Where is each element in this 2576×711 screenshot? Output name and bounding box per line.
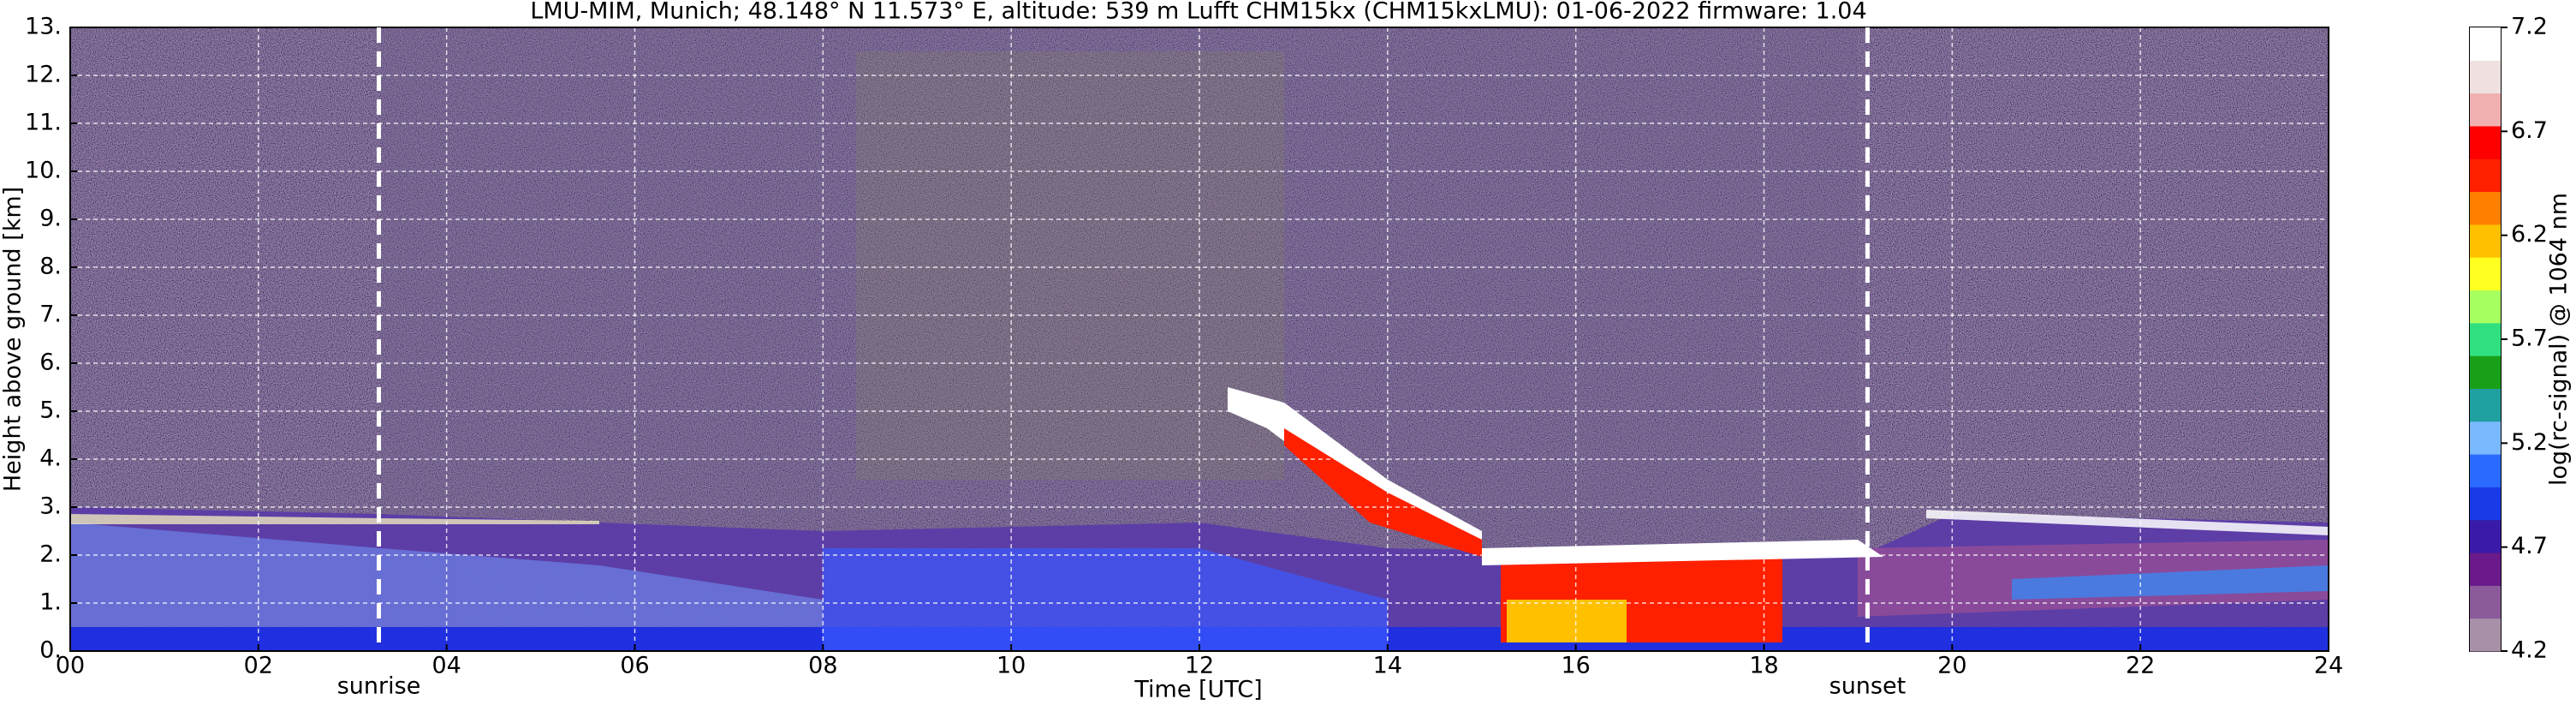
aerosol-haze [856, 51, 1284, 480]
colorbar-tick-label: 4.7 [2511, 533, 2548, 559]
x-tick-label: 14 [1373, 653, 1402, 679]
annotation-label: sunset [1829, 673, 1907, 700]
annotation-label: sunrise [337, 673, 421, 700]
y-tick-label: 13. [25, 14, 62, 40]
colorbar-tick-label: 5.2 [2511, 429, 2548, 456]
colorbar-tick-label: 6.2 [2511, 221, 2548, 248]
y-tick-label: 0. [39, 637, 62, 664]
y-tick-label: 11. [25, 110, 62, 136]
x-tick-label: 16 [1561, 653, 1590, 679]
mixing-layer [823, 548, 1388, 651]
colorbar-segment [2470, 356, 2501, 389]
x-tick-label: 00 [56, 653, 85, 679]
precipitation-core [1507, 600, 1627, 642]
morning-cloud [70, 514, 599, 524]
y-tick-label: 9. [39, 206, 62, 232]
colorbar-segment [2470, 487, 2501, 521]
y-tick-label: 12. [25, 62, 62, 88]
y-tick-label: 8. [39, 254, 62, 280]
colorbar-segment [2470, 60, 2501, 94]
cloud-core [1284, 428, 1482, 557]
colorbar-tick-label: 4.2 [2511, 637, 2548, 664]
colorbar-segment [2470, 27, 2501, 61]
colorbar-tick-label: 5.7 [2511, 326, 2548, 352]
x-axis-label: Time [UTC] [1133, 677, 1262, 703]
night-band [2012, 565, 2329, 600]
y-tick-label: 2. [39, 541, 62, 568]
colorbar-segment [2470, 158, 2501, 193]
colorbar-segment [2470, 290, 2501, 324]
y-tick-label: 7. [39, 302, 62, 328]
x-tick-label: 04 [431, 653, 461, 679]
night-cloud [1926, 510, 2329, 535]
cloud-base [1482, 540, 1883, 565]
colorbar-segment [2470, 257, 2501, 291]
x-tick-label: 02 [244, 653, 273, 679]
chart-title: LMU-MIM, Munich; 48.148° N 11.573° E, al… [530, 0, 1866, 25]
y-tick-label: 10. [25, 158, 62, 184]
y-tick-label: 5. [39, 397, 62, 424]
x-tick-label: 20 [1937, 653, 1966, 679]
colorbar-segment [2470, 553, 2501, 586]
colorbar-segment [2470, 322, 2501, 356]
colorbar-segment [2470, 454, 2501, 487]
x-tick-label: 10 [996, 653, 1026, 679]
colorbar-segment [2470, 585, 2501, 619]
colorbar-segment [2470, 618, 2501, 652]
colorbar-segment [2470, 388, 2501, 422]
colorbar-segment [2470, 191, 2501, 225]
y-tick-label: 6. [39, 350, 62, 376]
colorbar-segment [2470, 93, 2501, 127]
x-tick-label: 18 [1749, 653, 1778, 679]
colorbar-segment [2470, 224, 2501, 258]
colorbar-segment [2470, 421, 2501, 455]
x-tick-label: 08 [808, 653, 837, 679]
x-tick-label: 12 [1185, 653, 1214, 679]
colorbar-tick-label: 6.7 [2511, 117, 2548, 144]
colorbar-segment [2470, 519, 2501, 553]
colorbar-tick-label: 7.2 [2511, 14, 2548, 40]
x-tick-label: 24 [2314, 653, 2343, 679]
colorbar-segment [2470, 125, 2501, 159]
y-axis-label: Height above ground [km] [0, 187, 27, 492]
y-tick-label: 1. [39, 589, 62, 616]
colorbar-label: log(rc-signal) @ 1064 nm [2546, 193, 2573, 486]
x-tick-label: 06 [620, 653, 649, 679]
y-tick-label: 3. [39, 493, 62, 520]
x-tick-label: 22 [2126, 653, 2155, 679]
y-tick-label: 4. [39, 445, 62, 472]
